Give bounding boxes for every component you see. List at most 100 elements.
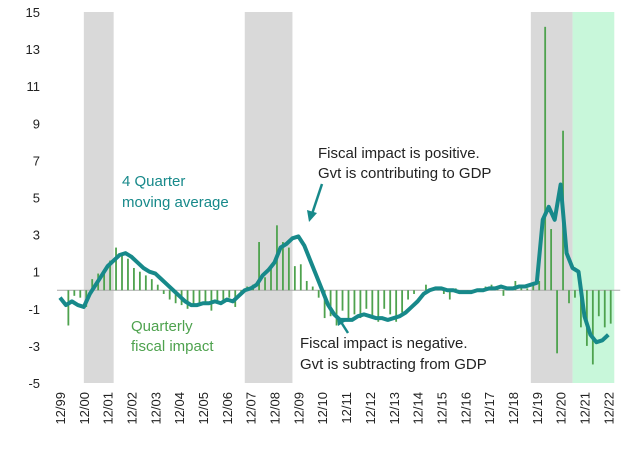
y-tick-label: 9 [33, 116, 40, 131]
bar [502, 290, 505, 296]
bar [538, 280, 541, 291]
bar [133, 267, 135, 291]
bar [395, 290, 398, 322]
y-tick-label: 3 [33, 228, 40, 243]
bar [591, 290, 594, 365]
bar [329, 290, 332, 317]
x-tick-label: 12/04 [172, 392, 187, 425]
bar [305, 280, 308, 291]
bar [115, 247, 117, 291]
shading [83, 12, 615, 383]
x-tick-label: 12/18 [506, 392, 521, 425]
bar [270, 266, 272, 291]
x-tick-label: 12/00 [77, 392, 92, 425]
bar [67, 290, 70, 326]
x-tick-label: 12/02 [125, 392, 140, 425]
annotation: Gvt is contributing to GDP [318, 165, 491, 182]
bar [311, 286, 314, 291]
x-tick-label: 12/07 [244, 392, 259, 425]
bar [526, 288, 529, 291]
bar [174, 290, 177, 304]
x-tick-label: 12/10 [315, 392, 330, 425]
moving-average-line [58, 182, 610, 345]
bar [127, 258, 129, 291]
bar [79, 290, 82, 298]
bar [150, 279, 153, 291]
bar [317, 290, 320, 298]
bar [365, 290, 368, 309]
x-tick-label: 12/17 [482, 392, 497, 425]
bar [609, 290, 612, 324]
y-tick-label: -5 [28, 376, 40, 391]
x-tick-label: 12/13 [387, 392, 402, 425]
annotation: Fiscal impact is negative. [300, 335, 468, 352]
arrow-head [337, 316, 346, 326]
bar [556, 290, 558, 354]
bar [287, 247, 290, 291]
bar [186, 290, 189, 309]
arrow [310, 183, 324, 215]
annotation: Gvt is subtracting from GDP [300, 356, 487, 373]
annotation: Fiscal impact is positive. [318, 145, 480, 162]
x-tick-label: 12/15 [434, 392, 449, 425]
bar [144, 275, 147, 291]
bar [347, 290, 350, 320]
bar [198, 290, 201, 304]
annotation: Quarterly [131, 318, 193, 335]
bar [335, 290, 338, 326]
annotation: moving average [122, 194, 229, 211]
bar [568, 290, 570, 304]
shaded-period [530, 12, 573, 383]
arrow [339, 321, 350, 334]
bar [353, 290, 356, 315]
bar [425, 284, 427, 291]
bar [580, 290, 582, 328]
shaded-period [244, 12, 293, 383]
bar [407, 290, 409, 300]
y-tick-label: 13 [26, 42, 40, 57]
y-tick-label: 5 [33, 191, 40, 206]
bar [91, 279, 94, 291]
x-tick-label: 12/22 [601, 392, 616, 425]
bar [162, 290, 165, 294]
y-tick-label: 11 [27, 79, 41, 94]
y-tick-label: -3 [28, 339, 40, 354]
x-tick-label: 12/21 [577, 392, 592, 425]
x-tick-label: 12/09 [291, 392, 306, 425]
x-tick-label: 12/03 [148, 392, 163, 425]
annotation: fiscal impact [131, 338, 214, 355]
x-tick-label: 12/06 [220, 392, 235, 425]
bar [603, 290, 606, 328]
y-tick-label: 1 [33, 265, 40, 280]
y-tick-label: 7 [33, 153, 40, 168]
bar [442, 290, 445, 294]
bar [383, 290, 386, 309]
bar [121, 253, 123, 291]
bar [216, 290, 219, 302]
bar [359, 290, 362, 319]
x-tick-label: 12/19 [530, 392, 545, 425]
x-tick-label: 12/08 [268, 392, 283, 425]
bar [323, 290, 326, 319]
annotation: 4 Quarter [122, 173, 185, 190]
bar [341, 290, 344, 311]
bar [389, 290, 392, 315]
bar [544, 26, 547, 291]
bar [204, 290, 207, 304]
bar [192, 290, 195, 306]
bar [597, 290, 600, 317]
x-tick-label: 12/05 [196, 392, 211, 425]
x-tick-label: 12/01 [101, 392, 116, 425]
bar [109, 260, 111, 291]
bar [73, 290, 76, 296]
plot [57, 26, 621, 365]
x-tick-label: 12/16 [458, 392, 473, 425]
bar [258, 242, 260, 291]
bar [103, 269, 106, 291]
x-tick-label: 12/99 [53, 392, 68, 425]
x-tick-label: 12/11 [339, 392, 354, 424]
bar [550, 229, 553, 291]
bar [413, 290, 415, 294]
bar [282, 242, 284, 291]
